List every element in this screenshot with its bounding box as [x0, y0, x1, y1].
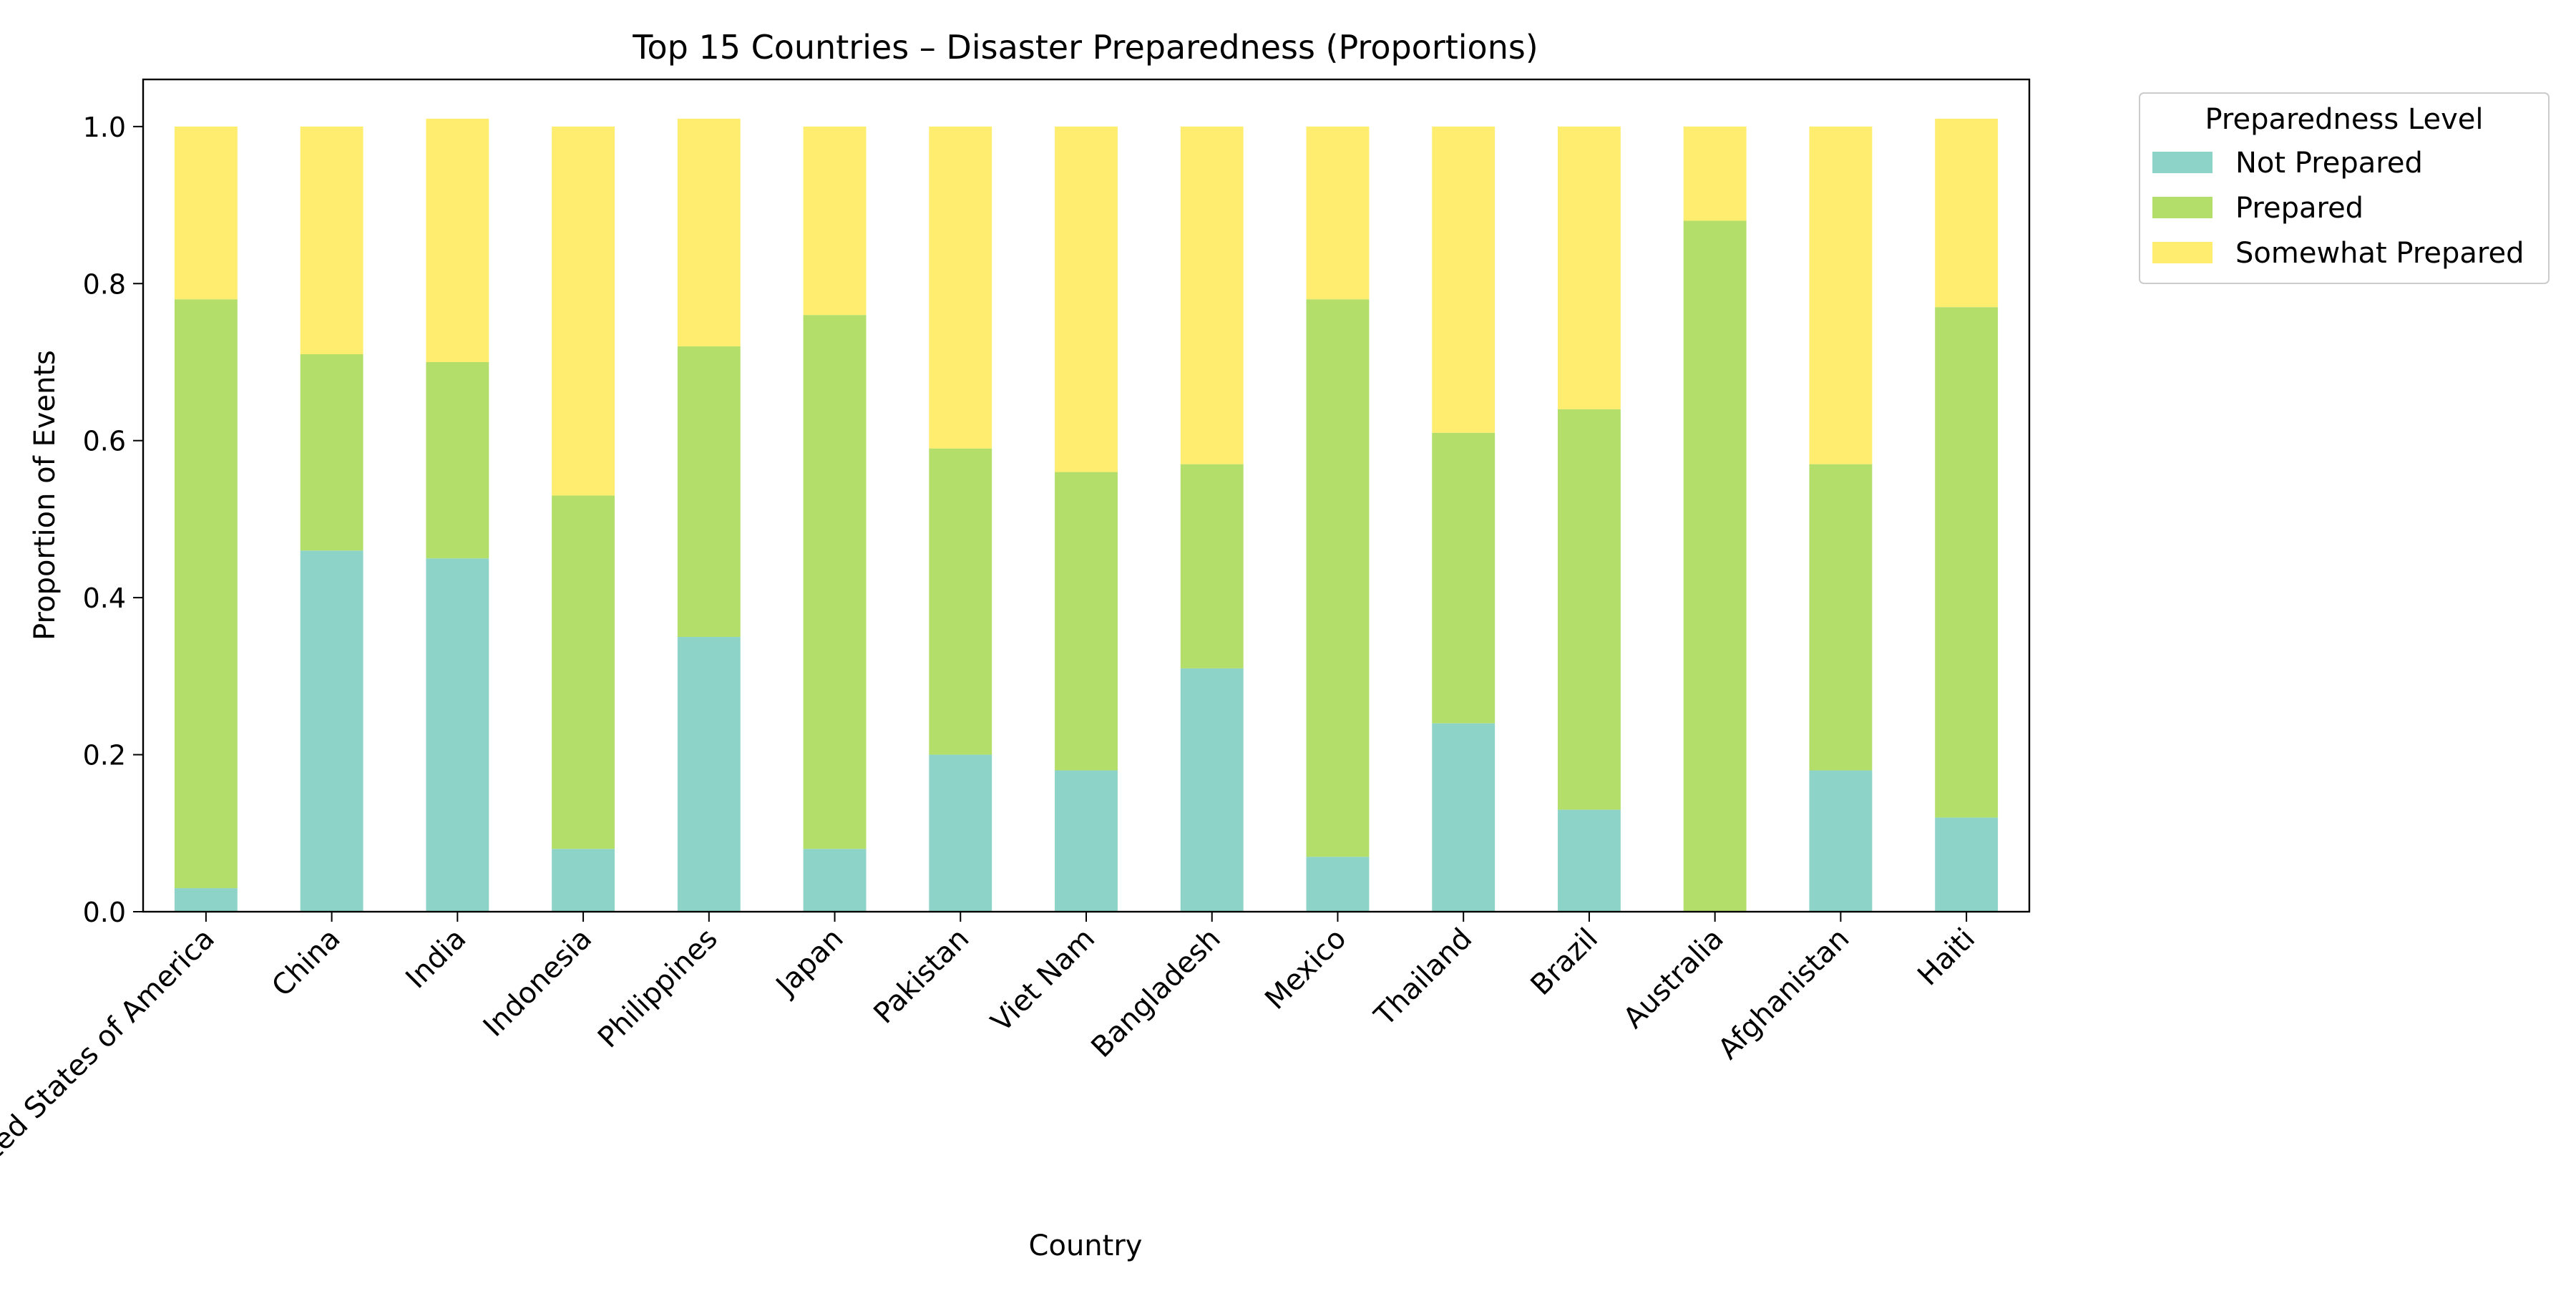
bar-segment	[803, 849, 867, 912]
bar-segment	[1055, 770, 1118, 912]
x-tick-label: United States of America	[0, 922, 221, 1199]
bar-segment	[1180, 126, 1244, 464]
x-tick-label: India	[399, 922, 472, 995]
legend-swatch	[2152, 152, 2212, 173]
bar-segment	[677, 118, 741, 347]
bar-segment	[174, 299, 238, 889]
legend: Preparedness Level Not Prepared Prepared S…	[2139, 92, 2550, 284]
bar-segment	[929, 448, 992, 755]
bar-segment	[1432, 126, 1496, 433]
bar-segment	[1935, 118, 1999, 308]
bar-segment	[1055, 472, 1118, 771]
y-tick-label: 0.2	[83, 740, 126, 771]
x-tick-label: Thailand	[1368, 922, 1479, 1033]
x-tick-label: Viet Nam	[985, 922, 1101, 1039]
bar-segment	[1432, 723, 1496, 912]
x-tick-label: Indonesia	[477, 922, 598, 1043]
legend-items: Not Prepared Prepared Somewhat Prepared	[2152, 147, 2524, 270]
x-tick-label: Bangladesh	[1085, 922, 1226, 1064]
x-tick-label: Haiti	[1911, 922, 1981, 993]
bar-segment	[803, 126, 867, 316]
y-tick-label: 0.8	[83, 268, 126, 300]
bar-segment	[1935, 307, 1999, 818]
x-tick-label: Philippines	[592, 922, 724, 1055]
x-tick-label: Brazil	[1525, 922, 1604, 1002]
bar-segment	[1055, 126, 1118, 472]
chart-title: Top 15 Countries – Disaster Preparedness…	[632, 28, 1538, 67]
bar-segment	[426, 118, 489, 362]
bar-segment	[1809, 464, 1873, 771]
plot-area: 0.0 0.2 0.4 0.6 0.8 1.0 United States of Ameri…	[0, 78, 2031, 1199]
bar-segment	[677, 346, 741, 637]
bar-segment	[300, 126, 364, 355]
bar-segment	[803, 315, 867, 849]
bar-segment	[1683, 220, 1747, 912]
x-tick-label: Japan	[769, 922, 850, 1004]
y-tick-label: 0.0	[83, 897, 126, 928]
bar-segment	[1558, 126, 1621, 409]
bar-segment	[929, 754, 992, 912]
bar-segment	[552, 126, 615, 496]
bar-segment	[1809, 126, 1873, 464]
legend-label: Prepared	[2235, 192, 2363, 225]
y-axis-label: Proportion of Events	[29, 350, 62, 640]
legend-swatch	[2152, 242, 2212, 263]
bar-segment	[929, 126, 992, 449]
bar-segment	[552, 849, 615, 912]
x-axis-label: Country	[1029, 1229, 1143, 1262]
legend-swatch	[2152, 197, 2212, 218]
x-tick-label: Mexico	[1259, 922, 1352, 1016]
bar-segment	[552, 495, 615, 849]
x-tick-label: Afghanistan	[1712, 922, 1856, 1066]
y-tick-label: 0.6	[83, 426, 126, 457]
legend-label: Not Prepared	[2235, 147, 2423, 180]
y-tick-label: 1.0	[83, 112, 126, 143]
x-tick-label: China	[265, 922, 346, 1003]
bar-segment	[426, 558, 489, 912]
bar-segment	[1935, 817, 1999, 912]
legend-frame	[2139, 92, 2550, 284]
y-tick-label: 0.4	[83, 583, 126, 614]
bar-segment	[1558, 809, 1621, 912]
bar-segment	[1432, 432, 1496, 724]
x-tick-label: Australia	[1617, 922, 1730, 1036]
bar-segment	[1180, 464, 1244, 668]
bar-segment	[426, 361, 489, 559]
bar-segment	[1180, 668, 1244, 912]
bar-segment	[300, 550, 364, 912]
x-tick-label: Pakistan	[867, 922, 975, 1031]
bar-segment	[1306, 299, 1370, 857]
bar-segment	[1683, 126, 1747, 221]
bar-segment	[1306, 857, 1370, 912]
bar-segment	[1558, 409, 1621, 810]
bar-segment	[174, 126, 238, 300]
bar-segment	[174, 888, 238, 912]
bar-segment	[300, 354, 364, 551]
bar-segment	[1306, 126, 1370, 300]
bar-segment	[677, 636, 741, 912]
legend-label: Somewhat Prepared	[2235, 237, 2524, 270]
bar-segment	[1809, 770, 1873, 912]
legend-title: Preparedness Level	[2205, 103, 2483, 136]
